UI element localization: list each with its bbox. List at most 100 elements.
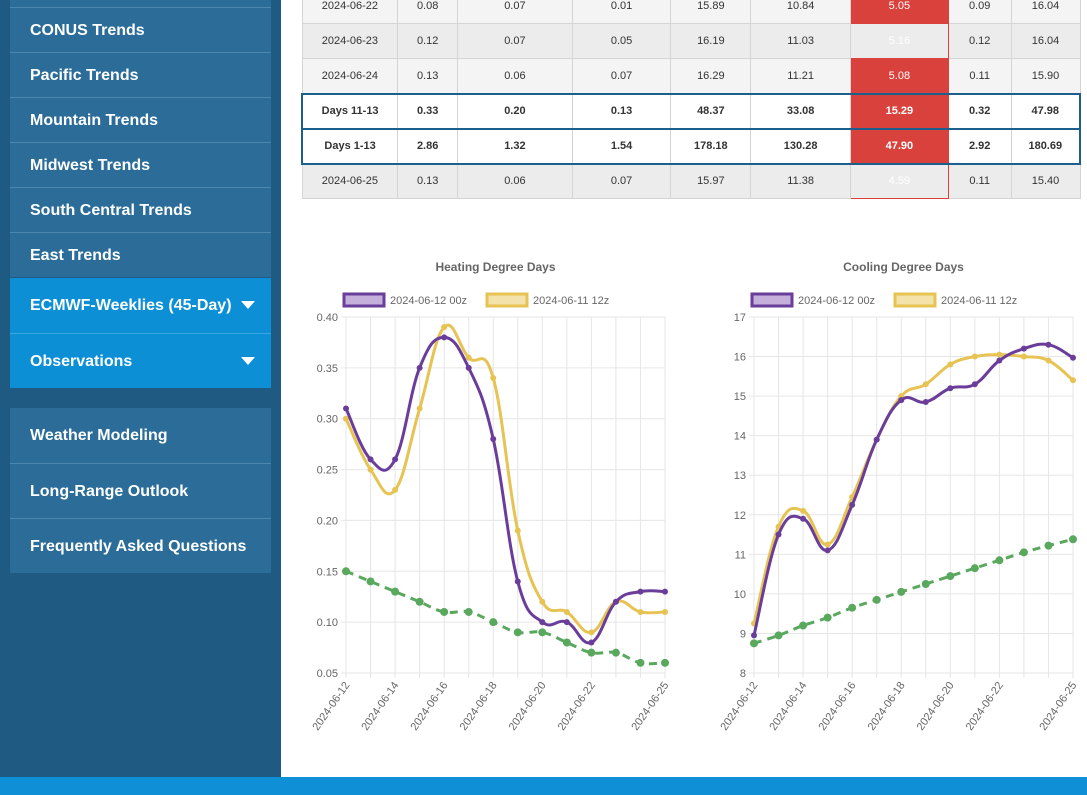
data-point[interactable] (800, 507, 807, 514)
legend-swatch[interactable] (342, 292, 386, 308)
data-point[interactable] (588, 639, 595, 646)
data-point[interactable] (440, 607, 449, 616)
nav-item-stub[interactable] (10, 0, 271, 7)
nav-item-east-trends[interactable]: East Trends (10, 232, 271, 277)
data-point[interactable] (1019, 548, 1028, 557)
data-point[interactable] (343, 405, 349, 412)
data-point[interactable] (539, 598, 546, 605)
data-point[interactable] (1020, 353, 1027, 360)
data-point[interactable] (922, 381, 929, 388)
data-point[interactable] (514, 527, 521, 534)
data-point[interactable] (898, 397, 905, 404)
data-point[interactable] (539, 619, 546, 626)
nav-item-weather-modeling[interactable]: Weather Modeling (30, 427, 168, 444)
nav-item-faq[interactable]: Frequently Asked Questions (10, 518, 271, 573)
data-point[interactable] (514, 578, 521, 585)
data-point[interactable] (1070, 354, 1076, 361)
data-point[interactable] (465, 354, 472, 361)
data-point[interactable] (774, 631, 783, 640)
data-point[interactable] (366, 577, 375, 586)
legend-swatch[interactable] (750, 292, 794, 308)
data-point[interactable] (588, 629, 595, 636)
data-point[interactable] (995, 556, 1004, 565)
data-point[interactable] (489, 618, 498, 627)
data-point[interactable] (392, 486, 399, 493)
legend-label[interactable]: 2024-06-11 12z (941, 295, 1017, 307)
nav-item-ecmwf-weeklies[interactable]: ECMWF-Weeklies (45-Day) (10, 278, 271, 333)
data-point[interactable] (391, 587, 400, 596)
data-point[interactable] (587, 648, 596, 657)
data-point[interactable] (637, 608, 644, 615)
nav-item-observations[interactable]: Observations (10, 333, 271, 388)
data-point[interactable] (441, 324, 448, 331)
data-point[interactable] (367, 466, 374, 473)
data-point[interactable] (1045, 341, 1052, 348)
data-point[interactable] (775, 531, 782, 538)
data-point[interactable] (563, 619, 570, 626)
data-point[interactable] (824, 541, 831, 548)
data-point[interactable] (947, 385, 954, 392)
data-point[interactable] (392, 456, 399, 463)
data-point[interactable] (416, 364, 423, 371)
data-point[interactable] (946, 572, 955, 581)
data-point[interactable] (342, 567, 350, 576)
nav-item-mountain-trends[interactable]: Mountain Trends (10, 97, 271, 142)
nav-item-midwest-trends[interactable]: Midwest Trends (10, 142, 271, 187)
data-point[interactable] (562, 638, 571, 647)
data-point[interactable] (563, 608, 570, 615)
data-point[interactable] (1044, 541, 1053, 550)
data-point[interactable] (465, 364, 472, 371)
data-point[interactable] (490, 375, 497, 382)
data-point[interactable] (921, 580, 930, 588)
data-point[interactable] (971, 353, 978, 360)
data-point[interactable] (367, 456, 374, 463)
data-point[interactable] (416, 405, 423, 412)
caret-down-icon[interactable] (241, 301, 255, 309)
data-point[interactable] (750, 639, 758, 648)
data-point[interactable] (661, 658, 669, 667)
data-point[interactable] (662, 608, 668, 615)
data-point[interactable] (799, 621, 808, 630)
data-point[interactable] (848, 603, 857, 612)
data-point[interactable] (415, 597, 424, 606)
nav-item-long-range-outlook[interactable]: Long-Range Outlook (10, 463, 271, 518)
data-point[interactable] (824, 547, 831, 554)
data-point[interactable] (343, 415, 349, 422)
data-point[interactable] (1020, 345, 1027, 352)
data-point[interactable] (897, 587, 906, 596)
nav-item-pacific-trends[interactable]: Pacific Trends (10, 52, 271, 97)
data-point[interactable] (538, 628, 547, 637)
data-point[interactable] (611, 648, 620, 657)
data-point[interactable] (800, 515, 807, 522)
caret-down-icon[interactable] (241, 357, 255, 365)
data-point[interactable] (1045, 357, 1052, 364)
data-point[interactable] (441, 334, 448, 341)
data-point[interactable] (947, 361, 954, 368)
data-point[interactable] (971, 381, 978, 388)
data-point[interactable] (751, 632, 757, 639)
data-point[interactable] (490, 436, 497, 443)
data-point[interactable] (1069, 535, 1077, 544)
legend-label[interactable]: 2024-06-11 12z (533, 295, 609, 307)
data-point[interactable] (996, 351, 1003, 358)
data-point[interactable] (970, 564, 979, 573)
legend-label[interactable]: 2024-06-12 00z (798, 295, 875, 307)
data-point[interactable] (662, 588, 668, 595)
data-point[interactable] (612, 598, 619, 605)
data-point[interactable] (823, 613, 832, 622)
data-point[interactable] (849, 501, 856, 508)
data-point[interactable] (637, 588, 644, 595)
nav-item-conus-trends[interactable]: CONUS Trends (10, 7, 271, 52)
legend-swatch[interactable] (893, 292, 937, 308)
data-point[interactable] (513, 628, 522, 637)
data-point[interactable] (464, 607, 473, 616)
legend-label[interactable]: 2024-06-12 00z (390, 295, 467, 307)
data-point[interactable] (996, 357, 1003, 364)
data-point[interactable] (872, 595, 881, 604)
data-point[interactable] (1070, 377, 1076, 384)
nav-item-south-central-trends[interactable]: South Central Trends (10, 187, 271, 232)
data-point[interactable] (636, 658, 645, 667)
data-point[interactable] (922, 399, 929, 406)
legend-swatch[interactable] (485, 292, 529, 308)
data-point[interactable] (873, 436, 880, 443)
